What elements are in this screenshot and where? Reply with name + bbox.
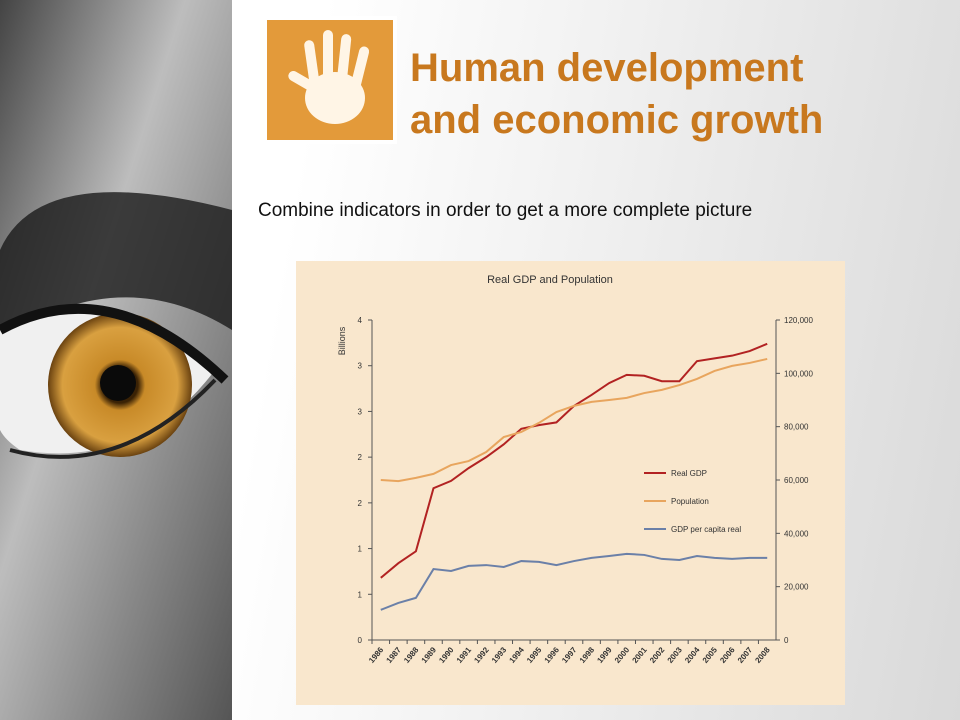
slide-title: Human development [410, 46, 804, 90]
lid [0, 303, 229, 384]
chart: Real GDP and Population Billions 0 1 1 2 2 3 3… [296, 261, 845, 705]
y-tick-label: 20,000 [784, 583, 809, 592]
y-axis-label: Billions [337, 326, 347, 355]
y-tick-label: 100,000 [784, 369, 813, 378]
y-tick-label: 3 [358, 407, 363, 416]
lower-lid [9, 378, 217, 459]
slide-title: and economic growth [410, 98, 824, 142]
y-tick-label: 0 [358, 636, 363, 645]
logo [263, 16, 397, 144]
legend-label: Real GDP [671, 469, 707, 478]
y-tick-label: 4 [358, 316, 363, 325]
pupil [100, 365, 136, 401]
legend-label: Population [671, 497, 709, 506]
y-tick-label: 40,000 [784, 529, 809, 538]
slide-subtitle: Combine indicators in order to get a mor… [258, 200, 753, 221]
y-tick-label: 1 [358, 545, 363, 554]
chart-title: Real GDP and Population [487, 274, 613, 286]
y-tick-label: 2 [358, 499, 363, 508]
y-tick-label: 60,000 [784, 476, 809, 485]
chart-background [296, 261, 845, 705]
y-tick-label: 1 [358, 590, 363, 599]
eye-photo [0, 0, 232, 720]
series-line [380, 552, 768, 611]
y-tick-label: 120,000 [784, 316, 813, 325]
y-tick-label: 80,000 [784, 423, 809, 432]
series-line [380, 357, 768, 483]
y-tick-label: 0 [784, 636, 789, 645]
lashes [0, 192, 232, 340]
y-tick-label: 3 [358, 362, 363, 371]
y-tick-label: 2 [358, 453, 363, 462]
legend-label: GDP per capita real [671, 525, 741, 534]
hand [288, 30, 370, 124]
